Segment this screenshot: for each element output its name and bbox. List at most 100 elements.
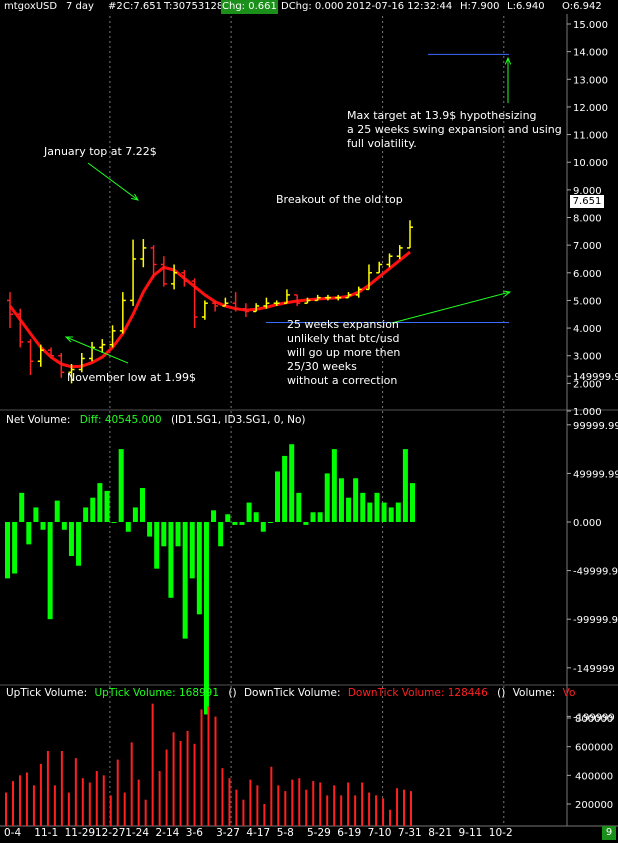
ticks-value: T:30753128: [164, 1, 224, 12]
net-volume-bar: [47, 522, 53, 620]
tick-volume-bar: [214, 716, 217, 826]
november-low-arrow: [65, 336, 129, 364]
tick-volume-bar: [235, 789, 238, 826]
x-axis-label: 9-11: [458, 827, 483, 839]
net-volume-bar: [275, 471, 280, 522]
tick-volume-bar: [165, 749, 168, 826]
net-volume-label: Net Volume:: [6, 414, 71, 426]
tick-volume-title: UpTick Volume: UpTick Volume: 168991 () …: [6, 687, 575, 699]
ohlc-bar: [222, 297, 229, 307]
net-volume-bar: [182, 522, 188, 639]
x-axis-label: 2-14: [155, 827, 180, 839]
tick-volume-axis: 800000 600000 400000 200000: [567, 714, 613, 811]
close-value: C:7.651: [123, 1, 162, 12]
moving-average-line: [8, 250, 411, 369]
net-volume-bar: [90, 497, 96, 522]
max-target-arrow-head: [504, 56, 512, 65]
x-axis-label: 5-29: [307, 827, 331, 839]
net-volume-bar: [83, 507, 89, 522]
net-volume-bar: [68, 522, 74, 557]
net-volume-bar: [147, 522, 153, 537]
ohlc-bar: [201, 300, 208, 320]
annotation-january-top: January top at 7.22$: [44, 145, 157, 158]
tick-volume-bar: [389, 809, 392, 826]
net-volume-bar: [111, 522, 117, 523]
period-label: 7 day: [66, 1, 94, 12]
ohlc-bar: [160, 256, 167, 287]
net-volume-bar: [154, 522, 160, 569]
tick-volume-bar: [53, 785, 56, 826]
tick-volume-bar: [109, 795, 112, 826]
net-volume-bar: [12, 522, 18, 574]
volume-value: Vo: [562, 687, 576, 699]
ohlc-bar: [355, 286, 362, 298]
ohlc-bar: [376, 261, 383, 274]
net-volume-tick-label: -149999: [573, 664, 615, 675]
tick-volume-bar: [74, 758, 77, 826]
net-volume-bar: [260, 522, 266, 532]
page-badge[interactable]: 9: [602, 826, 616, 840]
net-volume-bar: [310, 512, 316, 522]
net-volume-bar: [161, 522, 167, 547]
tick-volume-bars: [5, 703, 412, 826]
net-volume-bar: [140, 487, 145, 522]
ohlc-bar: [171, 264, 178, 290]
net-volume-tick-label: 0.000: [573, 518, 602, 529]
annotation-november-low: November low at 1.99$: [67, 371, 197, 384]
net-volume-bar: [289, 444, 295, 522]
downtick-value: DownTick Volume: 128446: [347, 687, 488, 699]
net-volume-bar: [76, 522, 82, 566]
x-axis-label: 7-10: [367, 827, 392, 839]
price-tick-label: 14.000: [573, 48, 608, 59]
net-volume-bar: [104, 490, 110, 522]
tick-volume-tick-label: 600000: [575, 743, 613, 754]
tick-volume-bar: [249, 779, 252, 826]
price-tick-label: 11.000: [573, 131, 608, 142]
uptick-title: UpTick Volume:: [6, 687, 88, 699]
tick-volume-bar: [319, 782, 322, 826]
tick-volume-bar: [81, 778, 84, 826]
net-volume-bar: [346, 497, 352, 522]
ohlc-bar: [283, 289, 290, 304]
tick-volume-bar: [123, 792, 126, 826]
ohlc-bar: [242, 303, 249, 318]
net-volume-bar: [395, 502, 401, 522]
ohlc-bar: [407, 220, 413, 249]
x-axis-label: 3-27: [216, 827, 240, 839]
net-volume-bar: [374, 492, 380, 522]
tick-volume-bar: [11, 781, 14, 826]
vertical-gridlines: [109, 16, 505, 826]
net-volume-bar: [61, 522, 67, 530]
tick-volume-bar: [5, 792, 7, 826]
net-volume-bar: [388, 507, 394, 522]
ohlc-bar: [212, 300, 219, 312]
november-low-arrow-head: [64, 336, 74, 343]
tick-volume-bar: [340, 795, 343, 826]
tick-volume-bar: [46, 750, 49, 826]
x-axis-label: 7-31: [397, 827, 422, 839]
datetime-value: 2012-07-16 12:32:44: [346, 1, 453, 12]
net-volume-bar: [118, 449, 124, 522]
tick-volume-bar: [88, 782, 91, 826]
tick-volume-bar: [158, 771, 161, 826]
net-volume-bar: [97, 483, 103, 522]
tick-volume-bar: [270, 766, 273, 826]
tick-volume-bar: [333, 785, 336, 826]
tick-volume-bar: [263, 804, 266, 826]
ohlc-bar: [335, 294, 342, 301]
tick-volume-bar: [102, 775, 105, 826]
net-volume-bar: [19, 492, 25, 522]
open-value: O:6.942: [562, 1, 602, 12]
x-axis-label: 1-24: [125, 827, 150, 839]
tick-volume-tick-label: 800000: [575, 714, 613, 725]
tick-volume-bar: [172, 732, 175, 826]
net-volume-bar: [239, 522, 245, 525]
ohlc-bar: [130, 239, 137, 306]
ohlc-bar: [48, 347, 55, 359]
ohlc-bar: [89, 341, 96, 362]
ohlc-bar: [78, 352, 85, 373]
tick-volume-bar: [298, 778, 301, 826]
january-top-arrow: [87, 162, 139, 201]
tick-volume-bar: [368, 792, 371, 826]
ohlc-bar: [17, 308, 24, 348]
